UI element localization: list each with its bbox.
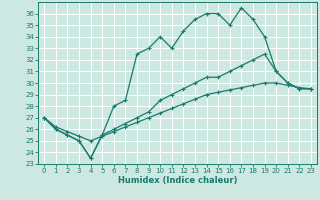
X-axis label: Humidex (Indice chaleur): Humidex (Indice chaleur) [118, 176, 237, 185]
